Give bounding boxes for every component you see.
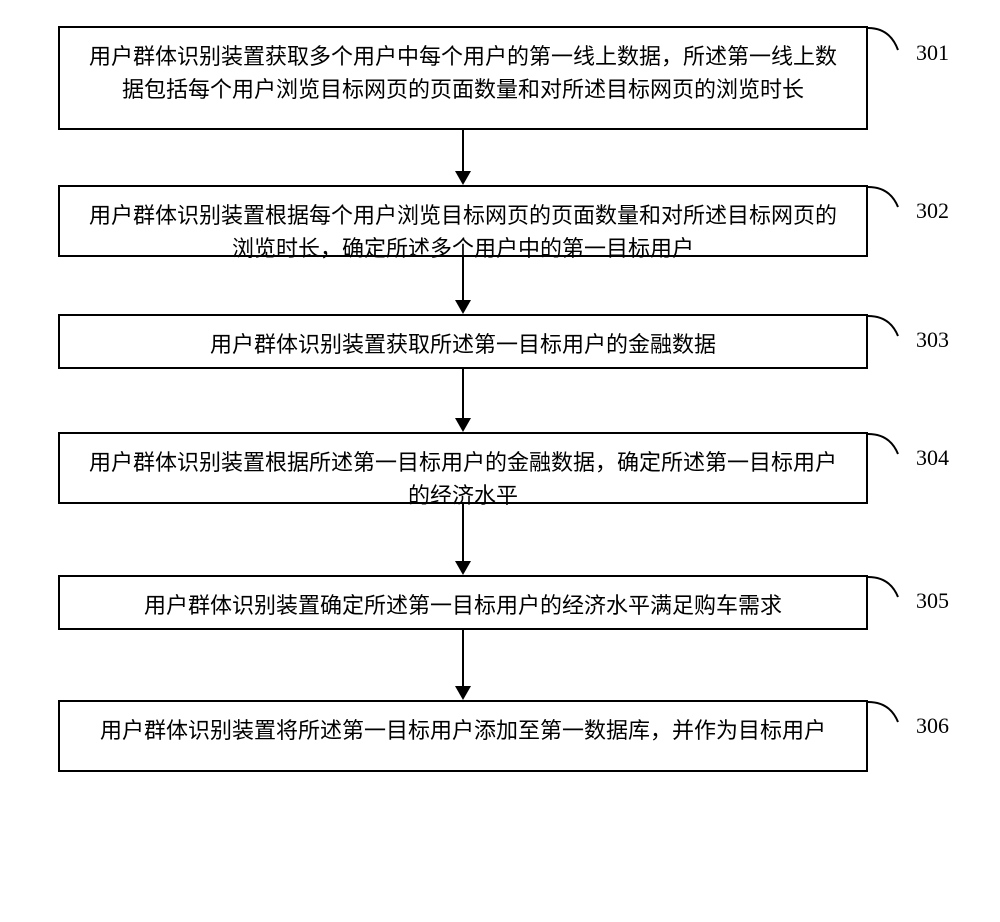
step-label-303: 303 [916, 327, 949, 353]
label-connector-305 [868, 575, 908, 603]
arrow-305-306 [453, 630, 473, 700]
step-box-306: 用户群体识别装置将所述第一目标用户添加至第一数据库，并作为目标用户 [58, 700, 868, 772]
step-label-302: 302 [916, 198, 949, 224]
label-connector-303 [868, 314, 908, 342]
arrow-down-icon [455, 418, 471, 432]
step-text: 用户群体识别装置确定所述第一目标用户的经济水平满足购车需求 [144, 593, 782, 618]
step-label-306: 306 [916, 713, 949, 739]
step-box-304: 用户群体识别装置根据所述第一目标用户的金融数据，确定所述第一目标用户的经济水平 [58, 432, 868, 504]
arrow-303-304 [453, 369, 473, 432]
label-connector-301 [868, 26, 908, 56]
arrow-302-303 [453, 257, 473, 314]
step-label-304: 304 [916, 445, 949, 471]
step-box-302: 用户群体识别装置根据每个用户浏览目标网页的页面数量和对所述目标网页的浏览时长，确… [58, 185, 868, 257]
arrow-down-icon [455, 171, 471, 185]
step-text: 用户群体识别装置根据所述第一目标用户的金融数据，确定所述第一目标用户的经济水平 [89, 450, 837, 508]
arrow-down-icon [455, 686, 471, 700]
arrow-down-icon [455, 561, 471, 575]
step-box-303: 用户群体识别装置获取所述第一目标用户的金融数据 [58, 314, 868, 369]
step-text: 用户群体识别装置获取多个用户中每个用户的第一线上数据，所述第一线上数据包括每个用… [89, 44, 837, 102]
arrow-down-icon [455, 300, 471, 314]
step-label-305: 305 [916, 588, 949, 614]
step-text: 用户群体识别装置获取所述第一目标用户的金融数据 [210, 332, 716, 357]
arrow-304-305 [453, 504, 473, 575]
label-connector-306 [868, 700, 908, 728]
step-label-301: 301 [916, 40, 949, 66]
label-connector-304 [868, 432, 908, 460]
step-box-305: 用户群体识别装置确定所述第一目标用户的经济水平满足购车需求 [58, 575, 868, 630]
flowchart-container: 用户群体识别装置获取多个用户中每个用户的第一线上数据，所述第一线上数据包括每个用… [0, 0, 1000, 922]
step-box-301: 用户群体识别装置获取多个用户中每个用户的第一线上数据，所述第一线上数据包括每个用… [58, 26, 868, 130]
arrow-301-302 [453, 130, 473, 185]
step-text: 用户群体识别装置根据每个用户浏览目标网页的页面数量和对所述目标网页的浏览时长，确… [89, 203, 837, 261]
step-text: 用户群体识别装置将所述第一目标用户添加至第一数据库，并作为目标用户 [100, 718, 826, 743]
label-connector-302 [868, 185, 908, 213]
